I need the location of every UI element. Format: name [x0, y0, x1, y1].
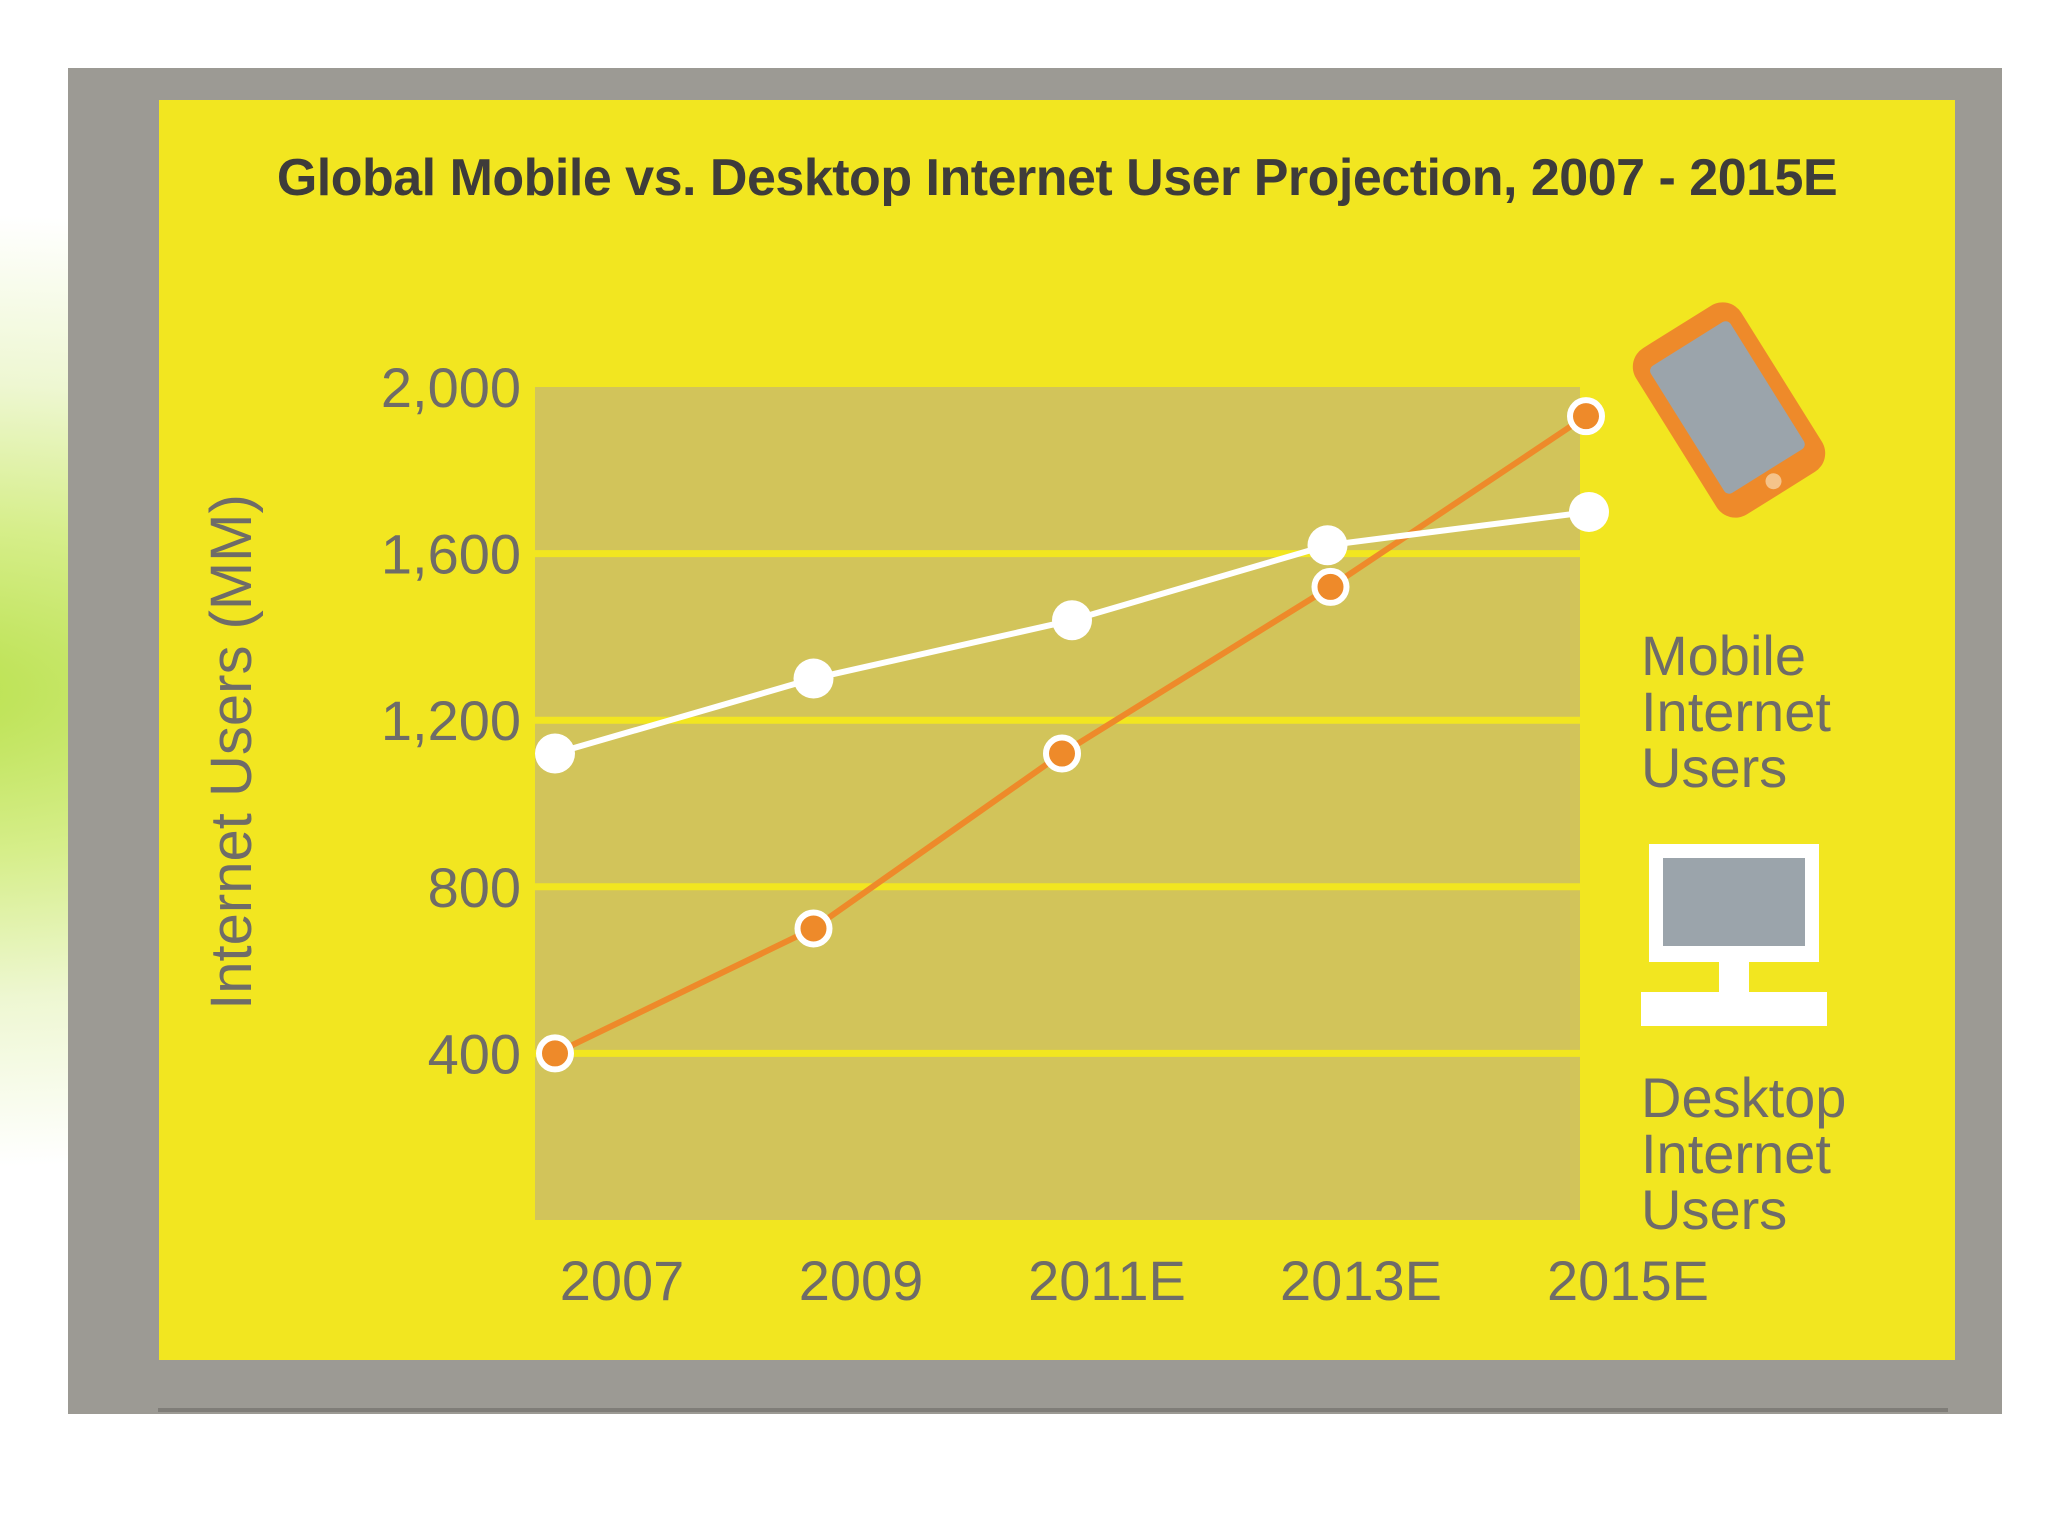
gridlines — [535, 550, 1580, 1057]
data-point-desktop — [535, 733, 575, 774]
y-tick-label: 2,000 — [381, 356, 521, 419]
x-tick-label: 2009 — [799, 1249, 924, 1312]
data-point-desktop — [793, 658, 834, 699]
data-point-desktop — [1569, 491, 1609, 532]
x-tick-label: 2007 — [560, 1249, 685, 1312]
y-axis-ticks: 400 800 1,200 1,600 2,000 — [381, 356, 521, 1085]
data-point-desktop — [1307, 525, 1348, 566]
x-axis-ticks: 2007 2009 2011E 2013E 2015E — [560, 1249, 1709, 1312]
data-point-mobile — [1567, 397, 1605, 436]
legend-label-mobile: Mobile Internet Users — [1641, 624, 1831, 799]
line-chart: 400 800 1,200 1,600 2,000 2007 2009 2011E 2013E… — [199, 356, 1709, 1312]
series-group — [535, 397, 1609, 1073]
chart-title: Global Mobile vs. Desktop Internet User … — [276, 149, 1838, 207]
chart-panel: Global Mobile vs. Desktop Internet User … — [159, 100, 1955, 1360]
y-tick-label: 1,200 — [381, 689, 521, 752]
legend-label-desktop: Desktop Internet Users — [1641, 1066, 1847, 1241]
plot-area — [535, 387, 1580, 1220]
desktop-computer-icon — [1641, 844, 1827, 1026]
data-point-mobile — [1043, 734, 1081, 773]
data-point-mobile — [536, 1034, 574, 1073]
y-tick-label: 400 — [428, 1022, 521, 1085]
x-tick-label: 2015E — [1547, 1249, 1709, 1312]
chart-frame: Global Mobile vs. Desktop Internet User … — [68, 68, 2002, 1414]
smartphone-icon — [1632, 302, 1826, 518]
y-axis-label: Internet Users (MM) — [199, 494, 264, 1010]
data-point-mobile — [794, 909, 833, 948]
x-tick-label: 2011E — [1028, 1249, 1186, 1312]
data-point-mobile — [1311, 567, 1350, 606]
y-tick-label: 800 — [428, 856, 521, 919]
divider — [158, 1408, 1948, 1412]
x-tick-label: 2013E — [1280, 1249, 1442, 1312]
data-point-desktop — [1052, 600, 1092, 641]
y-tick-label: 1,600 — [381, 523, 521, 586]
